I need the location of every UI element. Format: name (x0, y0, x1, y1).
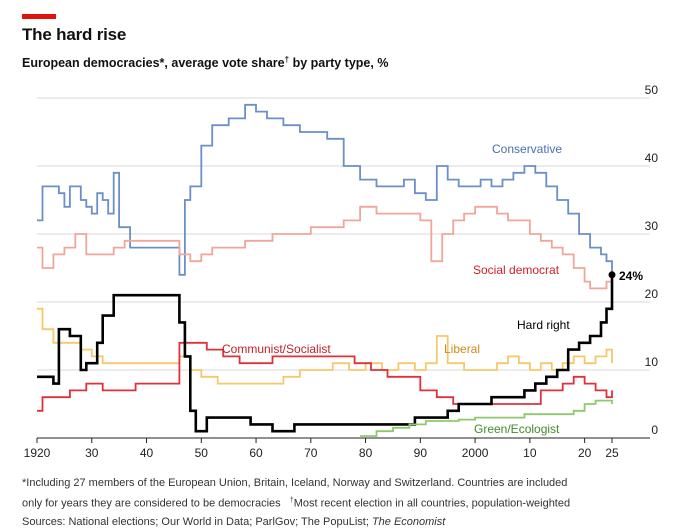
sources-text: Sources: National elections; Our World i… (22, 515, 372, 528)
y-tick-label-0: 0 (651, 423, 658, 437)
x-tick-label-2010: 10 (523, 446, 537, 460)
footnote-line-1: *Including 27 members of the European Un… (22, 477, 568, 489)
brand-accent-bar (22, 14, 56, 19)
y-tick-label-40: 40 (645, 151, 659, 165)
footnotes: *Including 27 members of the European Un… (22, 474, 672, 531)
series-label-conservative: Conservative (492, 142, 562, 156)
series-label-green-ecologist: Green/Ecologist (474, 422, 560, 436)
series-label-social-democrat: Social democrat (473, 263, 560, 277)
chart-series (37, 103, 614, 437)
sources-economist: The Economist (371, 515, 446, 528)
footnote-2a: only for years they are considered to be… (22, 497, 281, 510)
subtitle-tail: by party type, % (289, 56, 389, 71)
end-annotation: 24% (619, 269, 643, 283)
x-tick-label-1940: 40 (140, 446, 154, 460)
x-tick-label-2025: 25 (605, 446, 619, 460)
series-line-conservative (37, 103, 613, 276)
subtitle-dagger: † (284, 55, 290, 64)
chart-subtitle: European democracies*, average vote shar… (22, 55, 388, 70)
series-line-social-democrat (37, 205, 613, 290)
line-chart: 0 10 20 30 40 50 1920 30 40 50 60 70 80 90 2000 10 20 25 C… (24, 83, 659, 460)
footnote-dagger: † (289, 497, 294, 504)
y-tick-label-10: 10 (645, 355, 659, 369)
series-label-hard-right: Hard right (517, 318, 570, 332)
y-tick-label-20: 20 (645, 287, 659, 301)
x-tick-label-1980: 80 (359, 446, 373, 460)
y-tick-label-30: 30 (645, 219, 659, 233)
x-tick-label-1930: 30 (85, 446, 99, 460)
series-line-green-ecologist (360, 399, 613, 437)
footnote-line-2: only for years they are considered to be… (22, 492, 672, 513)
series-label-communist-socialist: Communist/Socialist (222, 342, 331, 356)
chart-labels: 0 10 20 30 40 50 1920 30 40 50 60 70 80 90 2000 10 20 25 C… (24, 83, 659, 460)
x-tick-label-2020: 20 (578, 446, 592, 460)
series-label-liberal: Liberal (444, 342, 480, 356)
chart-title: The hard rise (22, 25, 127, 44)
footnote-line-3: Sources: National elections; Our World i… (22, 513, 672, 531)
series-line-liberal (37, 307, 613, 385)
x-tick-label-2000: 2000 (462, 446, 489, 460)
x-tick-label-1950: 50 (195, 446, 209, 460)
x-tick-label-1920: 1920 (24, 446, 51, 460)
x-tick-label-1990: 90 (414, 446, 428, 460)
x-tick-label-1970: 70 (304, 446, 318, 460)
series-line-communist-socialist (37, 341, 613, 412)
y-tick-label-50: 50 (645, 83, 659, 97)
footnote-2b: Most recent election in all countries, p… (293, 497, 571, 510)
series-line-hard-right (37, 274, 614, 433)
x-tick-label-1960: 60 (249, 446, 263, 460)
subtitle-text: European democracies*, average vote shar… (22, 56, 285, 71)
hard-right-end-marker (608, 271, 616, 279)
